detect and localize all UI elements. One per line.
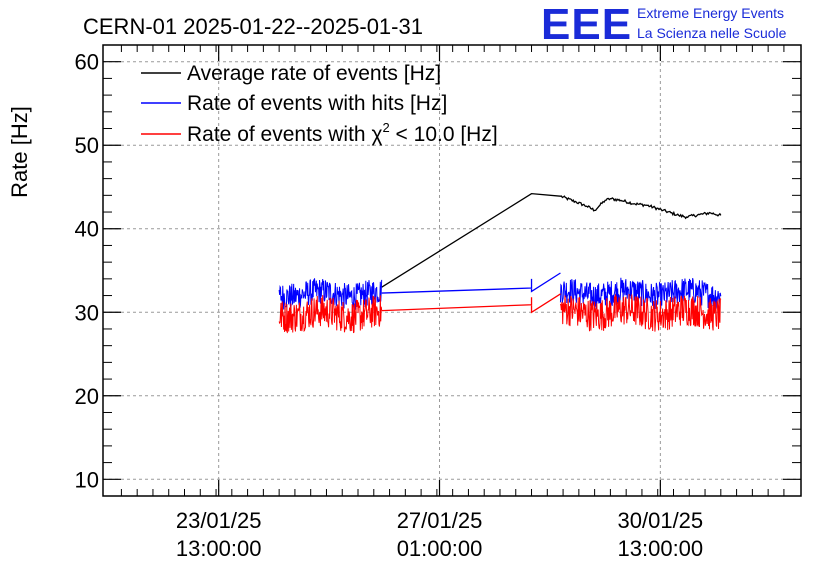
series-noise-rate-of-events-with-10-0-hz — [559, 293, 722, 332]
series-noise-rate-of-events-with-10-0-hz — [278, 295, 383, 334]
series-line-rate-of-events-with-10-0-hz — [381, 293, 561, 314]
grid — [103, 45, 801, 496]
legend: Average rate of events [Hz] Rate of even… — [141, 62, 498, 146]
y-tick-label: 30 — [75, 300, 99, 325]
x-tick-label-date: 30/01/25 — [618, 508, 704, 533]
y-tick-label: 60 — [75, 50, 99, 75]
series-layer — [278, 192, 722, 334]
series-line-rate-of-events-with-hits-hz — [381, 272, 561, 294]
plot-frame — [102, 44, 802, 497]
y-tick-label: 40 — [75, 217, 99, 242]
series-line-average-rate-of-events-hz — [381, 192, 722, 288]
x-tick-label-date: 27/01/25 — [397, 508, 483, 533]
legend-chi2-sup: 2 — [382, 120, 389, 135]
legend-chi2-pre: Rate of events with — [187, 123, 371, 146]
y-tick-label: 50 — [75, 133, 99, 158]
legend-label-average: Average rate of events [Hz] — [187, 62, 441, 85]
chart-title: CERN-01 2025-01-22--2025-01-31 — [83, 14, 423, 39]
axis-ticks: 10 20 30 40 50 60 23/01/25 13:00:00 27/01/25 01:0… — [75, 44, 801, 561]
logo-line-1: Extreme Energy Events — [637, 5, 784, 21]
series-noise-rate-of-events-with-hits-hz — [559, 277, 722, 310]
y-tick-label: 20 — [75, 384, 99, 409]
logo-mark: EEE — [541, 0, 632, 49]
x-tick-label-time: 01:00:00 — [397, 536, 483, 561]
x-tick-label-date: 23/01/25 — [176, 508, 262, 533]
y-tick-label: 10 — [75, 467, 99, 492]
eee-logo: EEE Extreme Energy Events La Scienza nel… — [541, 0, 787, 49]
legend-label-chi2: Rate of events with χ2 < 10.0 [Hz] — [187, 120, 498, 146]
x-tick-label-time: 13:00:00 — [176, 536, 262, 561]
x-tick-label-time: 13:00:00 — [618, 536, 704, 561]
legend-label-hits: Rate of events with hits [Hz] — [187, 92, 447, 115]
y-axis-label: Rate [Hz] — [7, 106, 32, 198]
legend-chi2-post: < 10.0 [Hz] — [390, 123, 498, 146]
legend-chi2-symbol: χ — [371, 123, 382, 146]
logo-line-2: La Scienza nelle Scuole — [637, 25, 787, 41]
series-noise-rate-of-events-with-hits-hz — [278, 278, 383, 310]
